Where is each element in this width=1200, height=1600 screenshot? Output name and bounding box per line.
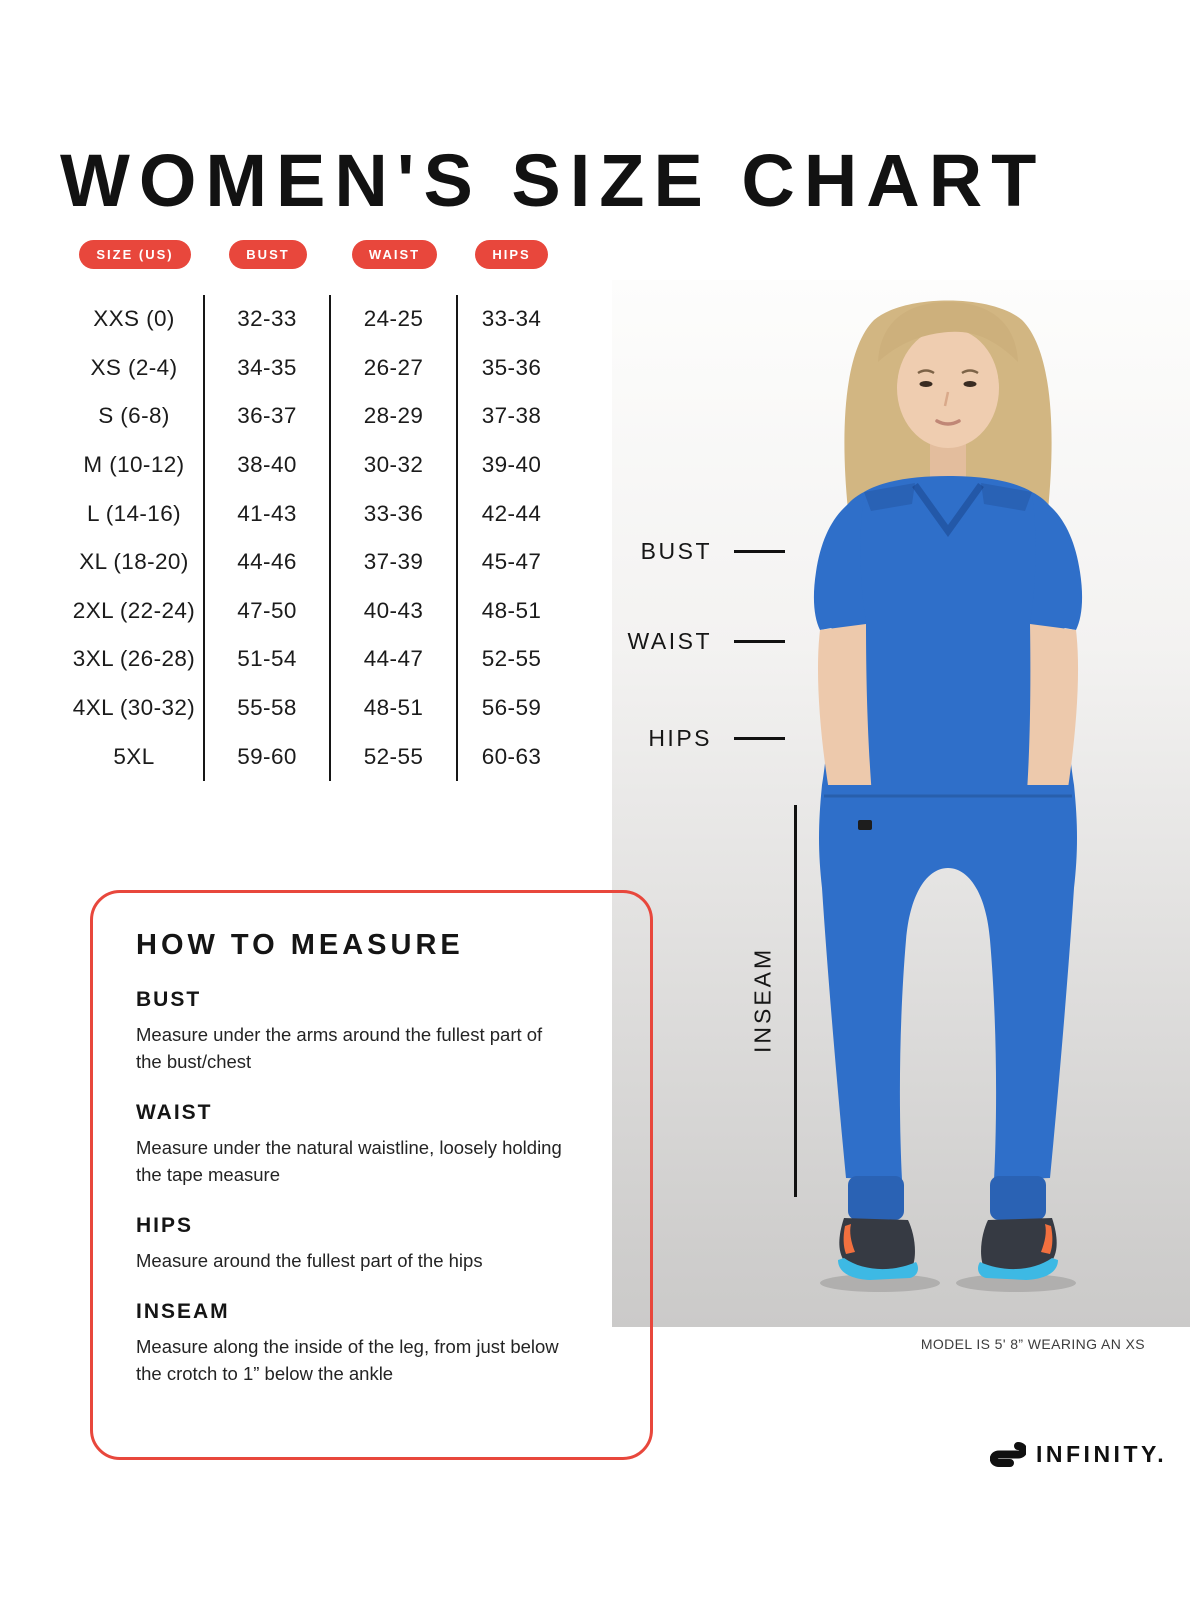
table-cell: 2XL (22-24) [65,586,205,636]
table-cell: 48-51 [481,597,542,623]
inseam-pointer-line [794,805,797,1197]
table-cell: 40-43 [331,586,458,636]
table-cell: 37-38 [481,403,542,429]
size-table-header: SIZE (US) BUST WAIST HIPS [65,240,565,269]
table-cell: XS (2-4) [65,343,205,393]
size-table-body: XXS (0) 32-33 24-25 33-34 XS (2-4) 34-35 26-27… [65,295,565,781]
table-cell: 3XL (26-28) [65,635,205,684]
table-cell: 52-55 [481,646,542,672]
waist-label: WAIST [627,628,712,654]
table-cell: 59-60 [205,732,331,781]
table-cell: 41-43 [205,489,331,538]
table-cell: 28-29 [331,392,458,441]
table-cell: 5XL [65,732,205,781]
inseam-label: INSEAM [749,946,776,1054]
table-cell: 33-34 [481,306,542,332]
waist-pointer: WAIST [612,628,785,655]
measure-section-hips: HIPS Measure around the fullest part of … [136,1214,650,1274]
table-cell: 24-25 [331,295,458,344]
model-illustration [813,300,1083,1292]
brand-wordmark: INFINITY. [1036,1441,1168,1467]
bust-label: BUST [640,538,712,564]
table-cell: 42-44 [481,500,542,526]
measure-section-waist: WAIST Measure under the natural waistlin… [136,1101,650,1188]
table-cell: 48-51 [331,683,458,733]
table-cell: 56-59 [481,695,542,721]
infinity-loop-icon [990,1442,1026,1467]
column-pill-size: SIZE (US) [79,240,191,269]
model-photo: BUST WAIST HIPS INSEAM [612,280,1190,1327]
table-cell: XL (18-20) [65,537,205,587]
measure-section-inseam: INSEAM Measure along the inside of the l… [136,1300,650,1387]
table-cell: 32-33 [205,295,331,344]
waist-pointer-line [734,640,785,643]
table-cell: 60-63 [481,743,542,769]
measure-section-bust: BUST Measure under the arms around the f… [136,988,650,1075]
table-cell: 36-37 [205,392,331,441]
table-cell: XXS (0) [65,295,205,344]
table-cell: 51-54 [205,635,331,684]
measure-section-heading: BUST [136,988,202,1011]
bust-pointer-line [734,550,785,553]
table-cell: M (10-12) [65,440,205,490]
column-pill-bust: BUST [229,240,307,269]
table-cell: L (14-16) [65,489,205,538]
measure-section-body: Measure around the fullest part of the h… [136,1250,483,1271]
table-cell: 44-46 [205,537,331,587]
table-cell: 26-27 [331,343,458,393]
measure-section-body: Measure under the natural waistline, loo… [136,1137,562,1185]
table-cell: 37-39 [331,537,458,587]
hips-pointer: HIPS [612,725,785,752]
table-cell: 34-35 [205,343,331,393]
hips-label: HIPS [648,725,712,751]
table-cell: 47-50 [205,586,331,636]
measure-section-heading: WAIST [136,1101,213,1124]
table-cell: 55-58 [205,683,331,733]
column-pill-hips: HIPS [475,240,548,269]
measure-section-body: Measure along the inside of the leg, fro… [136,1336,559,1384]
table-cell: 44-47 [331,635,458,684]
table-cell: 35-36 [481,354,542,380]
infinity-logo: INFINITY. [990,1441,1167,1468]
table-cell: 52-55 [331,732,458,781]
table-cell: 45-47 [481,549,542,575]
how-to-measure-box: HOW TO MEASURE BUST Measure under the ar… [90,890,653,1460]
how-to-measure-title: HOW TO MEASURE [136,929,464,961]
table-cell: 4XL (30-32) [65,683,205,733]
table-cell: 39-40 [481,452,542,478]
measure-section-heading: HIPS [136,1214,194,1237]
table-cell: 30-32 [331,440,458,490]
measure-section-heading: INSEAM [136,1300,230,1323]
measure-section-body: Measure under the arms around the fulles… [136,1024,543,1072]
bust-pointer: BUST [612,538,785,565]
table-cell: 33-36 [331,489,458,538]
size-table: SIZE (US) BUST WAIST HIPS XXS (0) 32-33 24… [65,240,565,781]
hips-pointer-line [734,737,785,740]
page-title: WOMEN'S SIZE CHART [60,138,1046,222]
table-cell: S (6-8) [65,392,205,441]
table-cell: 38-40 [205,440,331,490]
column-pill-waist: WAIST [351,240,438,269]
model-caption: MODEL IS 5' 8” WEARING AN XS [920,1336,1145,1352]
